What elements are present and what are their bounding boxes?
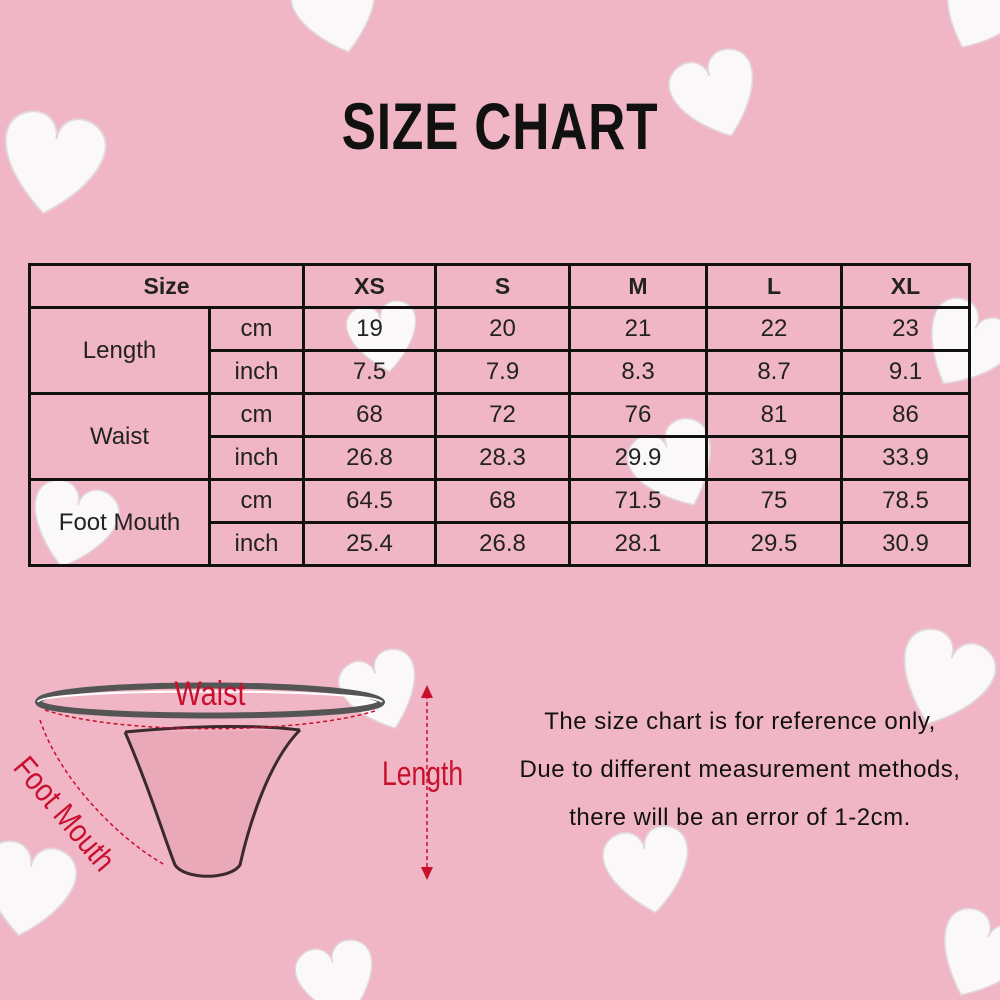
header-cell: XS xyxy=(302,263,437,309)
value-cell: 23 xyxy=(840,306,971,352)
value-cell: 19 xyxy=(302,306,437,352)
value-cell: 68 xyxy=(302,392,437,438)
data-row: inch 25.4 26.8 28.1 29.5 30.9 xyxy=(30,521,971,567)
data-row: Waist cm 68 72 76 81 86 xyxy=(28,392,971,481)
data-row: Length cm 19 20 21 22 23 xyxy=(28,306,971,395)
value-cell: 81 xyxy=(705,392,843,438)
unit-cell: inch xyxy=(208,435,305,481)
value-cell: 21 xyxy=(568,306,708,352)
value-cell: 8.3 xyxy=(568,349,708,395)
header-cell: L xyxy=(705,263,843,309)
value-cell: 68 xyxy=(434,478,571,524)
group-label: Foot Mouth xyxy=(28,478,211,567)
size-table: Size XS S M L XL Length cm 19 20 21 22 23 inch 7.5 7.9 8… xyxy=(28,263,971,567)
group-label: Waist xyxy=(28,392,211,481)
unit-cell: inch xyxy=(208,521,305,567)
length-label: Length xyxy=(382,755,463,793)
value-cell: 33.9 xyxy=(840,435,971,481)
value-cell: 29.5 xyxy=(705,521,843,567)
note: The size chart is for reference only, Due… xyxy=(480,708,1000,852)
measure-lines xyxy=(39,695,428,870)
value-cell: 20 xyxy=(434,306,571,352)
value-cell: 22 xyxy=(705,306,843,352)
value-cell: 75 xyxy=(705,478,843,524)
title: SIZE CHART xyxy=(341,89,659,163)
value-cell: 64.5 xyxy=(302,478,437,524)
value-cell: 30.9 xyxy=(840,521,971,567)
value-cell: 86 xyxy=(840,392,971,438)
foot-mouth-label: Foot Mouth xyxy=(6,750,122,878)
header-cell: XL xyxy=(840,263,971,309)
garment xyxy=(34,682,386,878)
value-cell: 29.9 xyxy=(568,435,708,481)
value-cell: 25.4 xyxy=(302,521,437,567)
note-line: Due to different measurement methods, xyxy=(519,756,961,783)
unit-cell: cm xyxy=(208,478,305,524)
value-cell: 31.9 xyxy=(705,435,843,481)
value-cell: 28.1 xyxy=(568,521,708,567)
unit-cell: cm xyxy=(208,392,305,438)
value-cell: 78.5 xyxy=(840,478,971,524)
value-cell: 8.7 xyxy=(705,349,843,395)
header-cell: Size xyxy=(28,263,305,309)
value-cell: 71.5 xyxy=(568,478,708,524)
arrowheads xyxy=(421,685,433,880)
data-row: inch 7.5 7.9 8.3 8.7 9.1 xyxy=(30,349,971,395)
unit-cell: cm xyxy=(208,306,305,352)
value-cell: 9.1 xyxy=(840,349,971,395)
value-cell: 26.8 xyxy=(434,521,571,567)
header-row: Size XS S M L XL xyxy=(28,263,971,309)
value-cell: 76 xyxy=(568,392,708,438)
note-line: there will be an error of 1-2cm. xyxy=(569,804,911,831)
data-row: Foot Mouth cm 64.5 68 71.5 75 78.5 xyxy=(28,478,971,567)
unit-cell: inch xyxy=(208,349,305,395)
note-line: The size chart is for reference only, xyxy=(544,708,936,735)
header-cell: S xyxy=(434,263,571,309)
value-cell: 72 xyxy=(434,392,571,438)
header-cell: M xyxy=(568,263,708,309)
value-cell: 28.3 xyxy=(434,435,571,481)
diagram: Waist Foot Mouth Length xyxy=(6,674,463,880)
waist-label: Waist xyxy=(174,674,245,713)
value-cell: 7.5 xyxy=(302,349,437,395)
group-label: Length xyxy=(28,306,211,395)
value-cell: 7.9 xyxy=(434,349,571,395)
value-cell: 26.8 xyxy=(302,435,437,481)
data-row: inch 26.8 28.3 29.9 31.9 33.9 xyxy=(30,435,971,481)
